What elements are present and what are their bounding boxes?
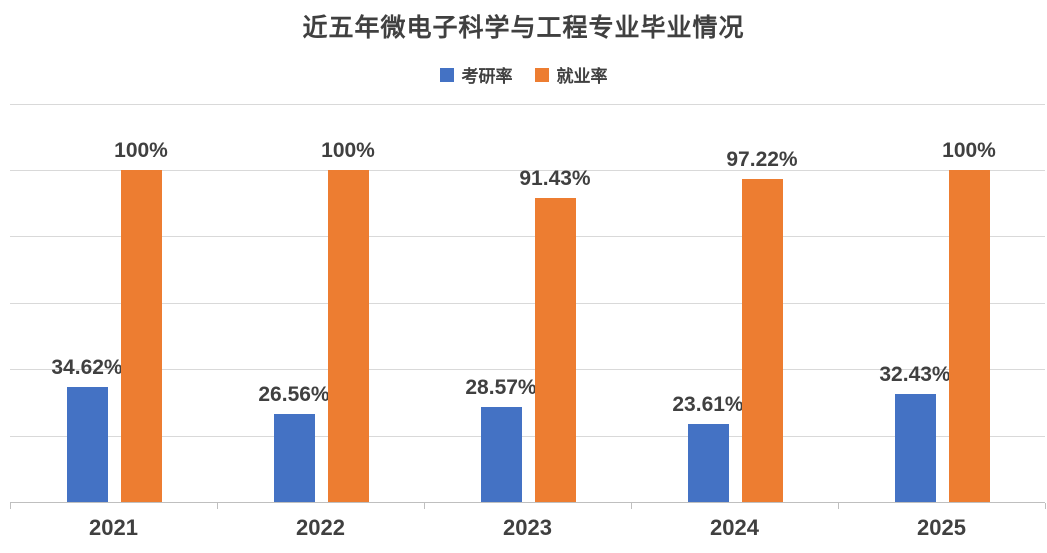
- x-axis-tick: [631, 503, 632, 509]
- value-label-考研率-2024: 23.61%: [672, 392, 744, 416]
- x-axis-label-2023: 2023: [503, 515, 552, 540]
- bar-考研率-2021: [66, 387, 108, 502]
- x-axis-label-2024: 2024: [710, 515, 759, 540]
- x-axis-label-2025: 2025: [917, 515, 966, 540]
- value-label-考研率-2021: 34.62%: [51, 356, 123, 380]
- legend-label-jiuye: 就业率: [556, 67, 608, 86]
- bar-考研率-2022: [273, 413, 315, 502]
- x-axis-label-2021: 2021: [89, 515, 138, 540]
- bar-考研率-2025: [894, 394, 936, 502]
- bar-就业率-2024: [741, 179, 783, 502]
- bar-就业率-2023: [534, 198, 576, 502]
- x-axis-tick: [424, 503, 425, 509]
- x-axis-tick: [1045, 503, 1046, 509]
- value-label-考研率-2023: 28.57%: [465, 376, 537, 400]
- bar-就业率-2025: [948, 170, 990, 502]
- value-label-就业率-2025: 100%: [942, 139, 996, 162]
- legend-swatch-orange: [534, 67, 549, 82]
- bar-考研率-2024: [687, 423, 729, 502]
- value-label-就业率-2022: 100%: [321, 139, 375, 162]
- legend-item-jiuye: 就业率: [534, 62, 608, 87]
- x-axis-tick: [10, 503, 11, 509]
- gridline-20: [10, 435, 1045, 437]
- bar-考研率-2023: [480, 407, 522, 502]
- value-label-就业率-2024: 97.22%: [726, 148, 798, 172]
- gridline-100: [10, 170, 1045, 171]
- value-label-考研率-2025: 32.43%: [879, 363, 951, 387]
- legend-item-kaoyan: 考研率: [439, 62, 513, 87]
- legend-swatch-blue: [439, 67, 454, 82]
- legend: 考研率 就业率: [0, 62, 1047, 87]
- gridline-40: [10, 369, 1045, 371]
- bar-就业率-2021: [120, 170, 162, 502]
- x-axis-tick: [838, 503, 839, 509]
- x-axis-label-2022: 2022: [296, 515, 345, 540]
- x-axis-line: [10, 502, 1045, 503]
- gridline-60: [10, 302, 1045, 304]
- bar-就业率-2022: [327, 170, 369, 502]
- x-axis-tick: [217, 503, 218, 509]
- value-label-考研率-2022: 26.56%: [258, 382, 330, 406]
- legend-label-kaoyan: 考研率: [461, 67, 513, 86]
- chart-title: 近五年微电子科学与工程专业毕业情况: [302, 14, 745, 42]
- value-label-就业率-2021: 100%: [114, 139, 168, 162]
- gridline-80: [10, 236, 1045, 238]
- value-label-就业率-2023: 91.43%: [519, 167, 591, 191]
- gridline-120: [10, 103, 1045, 105]
